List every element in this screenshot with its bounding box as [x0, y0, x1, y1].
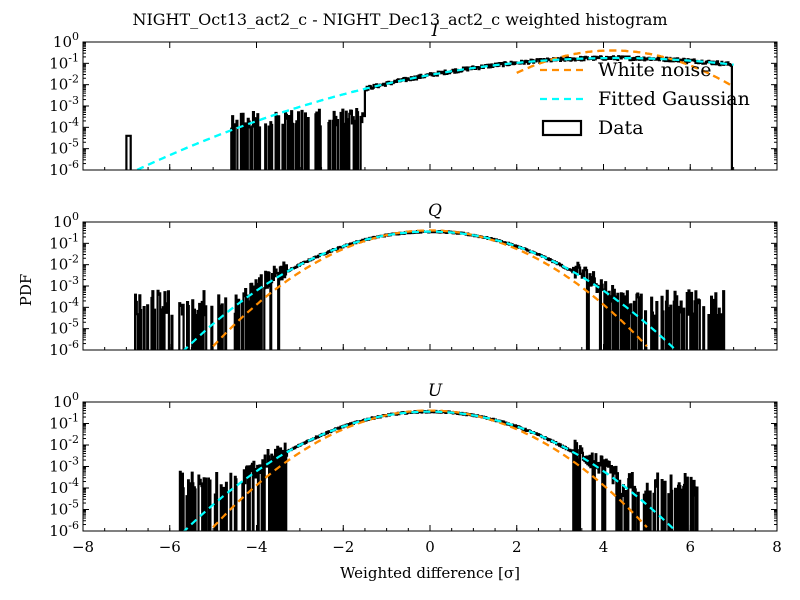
- y-tick-label: 10-5: [49, 498, 79, 519]
- plot-area: [125, 49, 735, 170]
- x-tick-label: 8: [772, 538, 782, 556]
- series-data: [125, 55, 735, 170]
- y-tick-label: 10-4: [49, 295, 79, 316]
- x-tick-label: 2: [512, 538, 522, 556]
- y-tick-label: 100: [53, 390, 79, 411]
- legend-label: Fitted Gaussian: [598, 88, 750, 110]
- legend-entry-white-noise: White noise: [540, 59, 712, 81]
- y-tick-label: 10-3: [49, 94, 79, 115]
- legend-swatch: [541, 119, 583, 137]
- x-tick-label: −8: [72, 538, 94, 556]
- y-tick-label: 10-1: [49, 412, 79, 433]
- series-histogram: [125, 55, 735, 170]
- x-tick-label: −4: [245, 538, 267, 556]
- y-tick-label: 10-1: [49, 51, 79, 72]
- panel-title: I: [431, 21, 439, 41]
- y-tick-label: 10-6: [49, 158, 79, 179]
- plot-area: [177, 409, 700, 531]
- y-tick-label: 10-4: [49, 115, 79, 136]
- y-axis-label: PDF: [17, 274, 35, 307]
- x-tick-label: 6: [685, 538, 695, 556]
- x-tick-label: 4: [599, 538, 609, 556]
- y-tick-label: 100: [53, 30, 79, 51]
- legend-entry-fitted-gaussian: Fitted Gaussian: [540, 88, 750, 110]
- series-data: [125, 229, 735, 350]
- series-line-overlay: [134, 56, 734, 170]
- x-tick-label: −6: [159, 538, 181, 556]
- x-axis-label: Weighted difference [σ]: [340, 564, 520, 582]
- y-tick-label: 10-6: [49, 338, 79, 359]
- y-tick-label: 10-2: [49, 73, 79, 94]
- panel-title: U: [428, 381, 443, 401]
- y-tick-label: 100: [53, 210, 79, 231]
- figure-title: NIGHT_Oct13_act2_c - NIGHT_Dec13_act2_c …: [132, 10, 667, 29]
- series-line-overlay: [182, 230, 678, 350]
- y-tick-label: 10-5: [49, 317, 79, 338]
- y-tick-label: 10-3: [49, 274, 79, 295]
- y-tick-label: 10-2: [49, 433, 79, 454]
- legend: White noise Fitted Gaussian Data: [540, 59, 750, 139]
- panel-u: U −8 −6 −4 −2 0 2 4 6 8 10010-110-210-310-410-510-…: [49, 381, 782, 556]
- plot-area: [125, 229, 735, 350]
- x-tick-label: −2: [332, 538, 354, 556]
- legend-label: Data: [598, 117, 644, 139]
- series-line-overlay: [182, 410, 678, 531]
- y-tick-label: 10-1: [49, 231, 79, 252]
- y-tick-label: 10-3: [49, 455, 79, 476]
- legend-entry-data: Data: [541, 117, 644, 139]
- y-tick-label: 10-6: [49, 519, 79, 540]
- series-histogram: [125, 229, 735, 350]
- y-tick-label: 10-2: [49, 253, 79, 274]
- y-tick-label: 10-5: [49, 137, 79, 158]
- x-tick-label: 0: [425, 538, 435, 556]
- y-tick-label: 10-4: [49, 476, 79, 497]
- panel-title: Q: [428, 201, 442, 221]
- legend-label: White noise: [598, 59, 712, 81]
